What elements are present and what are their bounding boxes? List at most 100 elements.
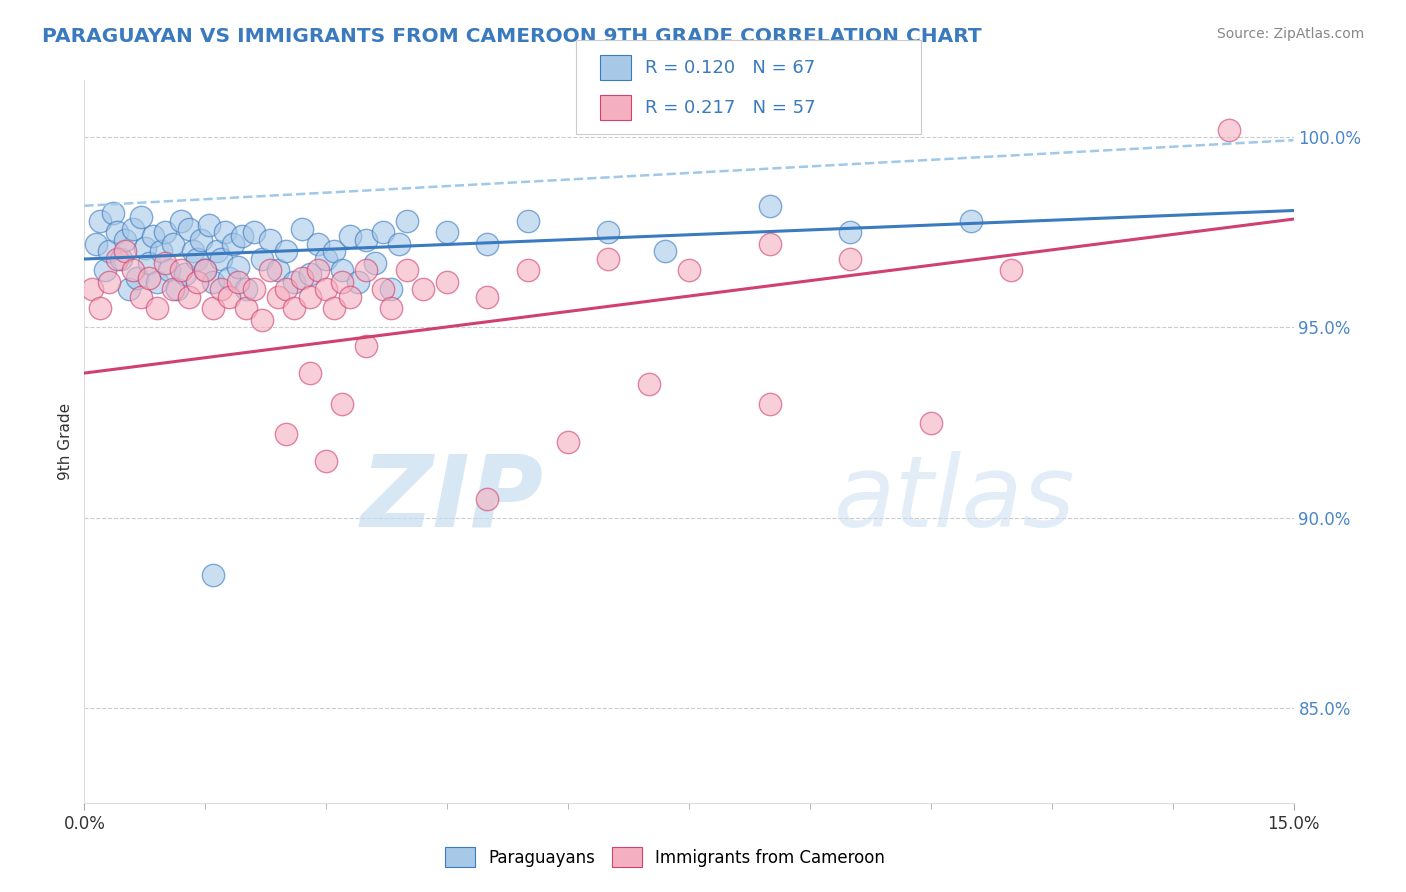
Point [235,282,257,296]
Point [436,226,458,240]
Point [153,226,176,240]
Point [274,282,297,296]
Point [162,236,184,251]
Point [380,282,402,296]
Text: Source: ZipAtlas.com: Source: ZipAtlas.com [1216,27,1364,41]
Point [153,256,176,270]
Point [118,282,141,296]
Point [299,267,322,281]
Point [380,301,402,316]
Point [395,263,418,277]
Point [330,263,353,277]
Point [477,491,499,506]
Y-axis label: 9th Grade: 9th Grade [58,403,73,480]
Point [129,290,152,304]
Point [222,236,245,251]
Point [101,206,124,220]
Point [198,218,221,232]
Point [157,263,180,277]
Point [179,290,201,304]
Point [356,233,378,247]
Text: R = 0.217   N = 57: R = 0.217 N = 57 [645,99,815,117]
Point [86,236,108,251]
Point [299,290,322,304]
Point [174,267,197,281]
Point [138,256,160,270]
Point [121,221,143,235]
Point [105,226,128,240]
Point [105,252,128,266]
Point [194,263,217,277]
Point [226,275,249,289]
Point [93,263,115,277]
Point [250,252,273,266]
Point [146,301,169,316]
Point [315,252,337,266]
Legend: Paraguayans, Immigrants from Cameroon: Paraguayans, Immigrants from Cameroon [444,847,884,867]
Text: PARAGUAYAN VS IMMIGRANTS FROM CAMEROON 9TH GRADE CORRELATION CHART: PARAGUAYAN VS IMMIGRANTS FROM CAMEROON 9… [42,27,981,45]
Point [162,282,184,296]
Point [363,256,385,270]
Point [330,396,353,410]
Point [371,282,394,296]
Point [226,260,249,274]
Point [114,233,136,247]
Point [259,233,281,247]
Point [146,275,169,289]
Point [960,214,983,228]
Point [436,275,458,289]
Point [356,339,378,353]
Point [339,229,361,244]
Point [477,236,499,251]
Point [97,244,120,259]
Point [637,377,659,392]
Point [291,221,314,235]
Point [97,275,120,289]
Point [125,271,148,285]
Point [299,366,322,380]
Point [839,226,862,240]
Point [214,226,236,240]
Point [202,301,225,316]
Point [110,252,132,266]
Point [477,290,499,304]
Point [181,244,204,259]
Point [307,263,329,277]
Point [218,290,240,304]
Point [598,226,620,240]
Point [209,282,232,296]
Point [598,252,620,266]
Point [412,282,434,296]
Point [758,396,780,410]
Point [235,301,257,316]
Point [283,301,305,316]
Point [186,275,208,289]
Point [138,271,160,285]
Point [654,244,676,259]
Point [267,290,290,304]
Text: ZIP: ZIP [361,450,544,548]
Point [114,244,136,259]
Point [179,221,201,235]
Point [516,263,538,277]
Point [250,313,273,327]
Point [170,263,193,277]
Point [231,229,253,244]
Point [89,301,111,316]
Point [202,275,225,289]
Point [134,241,156,255]
Point [758,199,780,213]
Point [166,282,188,296]
Point [1000,263,1022,277]
Point [190,233,212,247]
Point [323,244,346,259]
Point [1218,122,1240,136]
Point [274,426,297,441]
Point [557,434,579,449]
Point [149,244,172,259]
Point [218,271,240,285]
Point [82,282,104,296]
Text: atlas: atlas [834,450,1076,548]
Point [307,236,329,251]
Point [395,214,418,228]
